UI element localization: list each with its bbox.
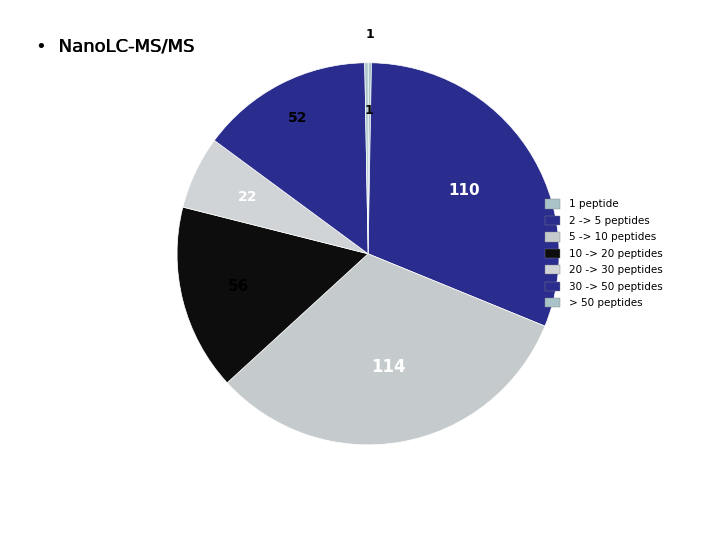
Wedge shape xyxy=(228,254,545,445)
Text: 114: 114 xyxy=(371,357,405,376)
Text: 1: 1 xyxy=(366,28,374,40)
Text: 110: 110 xyxy=(448,183,480,198)
Legend: 1 peptide, 2 -> 5 peptides, 5 -> 10 peptides, 10 -> 20 peptides, 20 -> 30 peptid: 1 peptide, 2 -> 5 peptides, 5 -> 10 pept… xyxy=(541,195,667,313)
Text: 52: 52 xyxy=(288,111,307,125)
Wedge shape xyxy=(183,140,368,254)
Wedge shape xyxy=(177,207,368,383)
Wedge shape xyxy=(368,63,372,254)
Text: 22: 22 xyxy=(238,190,257,204)
Wedge shape xyxy=(368,63,559,326)
Text: 56: 56 xyxy=(228,279,249,294)
Text: NanoLC-MS/MS: NanoLC-MS/MS xyxy=(36,38,195,56)
Wedge shape xyxy=(365,63,368,254)
Text: •  NanoLC-MS/MS: • NanoLC-MS/MS xyxy=(36,38,194,56)
Text: 1: 1 xyxy=(365,104,374,117)
Wedge shape xyxy=(215,63,368,254)
